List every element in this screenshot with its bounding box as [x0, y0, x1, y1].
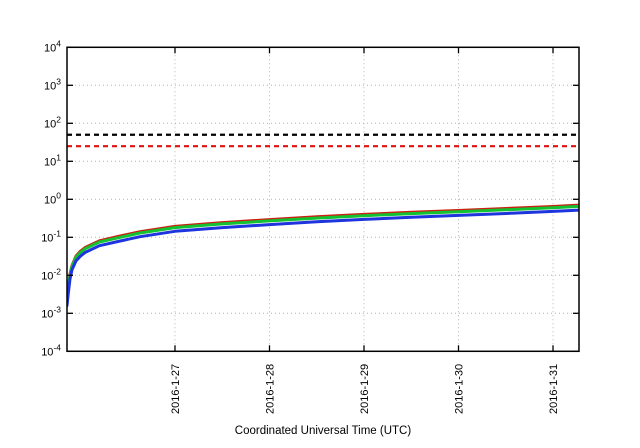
series-curve-blue-accumulated-dose [67, 208, 579, 307]
x-tick-label: 2016-1-27 [170, 364, 182, 414]
x-tick-label: 2016-1-31 [548, 364, 560, 414]
x-axis-label: Coordinated Universal Time (UTC) [234, 425, 412, 437]
x-tick-label: 2016-1-30 [454, 364, 466, 414]
series-group [67, 203, 579, 307]
x-tick-label: 2016-1-28 [265, 364, 277, 414]
x-tick-label: 2016-1-29 [359, 364, 371, 414]
